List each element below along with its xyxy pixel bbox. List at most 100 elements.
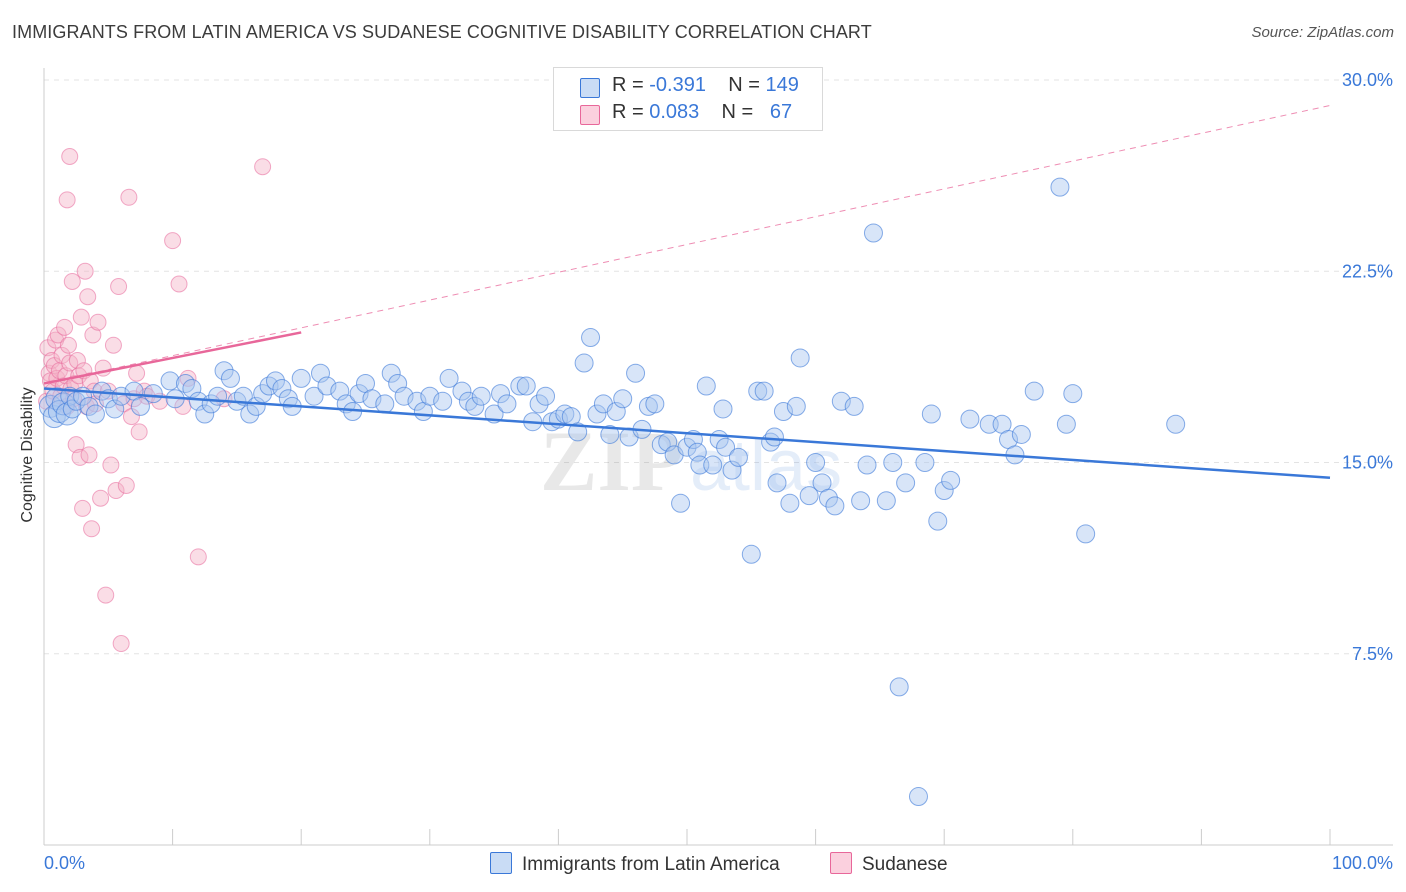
grid	[44, 79, 1393, 655]
sudanese-point	[97, 586, 115, 604]
sudanese-point	[170, 275, 188, 293]
legend-swatch-blue	[580, 78, 600, 98]
latin-america-point	[317, 376, 337, 396]
latin-america-point	[764, 427, 784, 447]
latin-america-point	[587, 404, 607, 424]
bottom-legend-sudanese: Sudanese	[830, 852, 948, 876]
latin-america-point	[696, 376, 716, 396]
latin-america-point	[491, 384, 511, 404]
latin-america-point	[728, 447, 748, 467]
sudanese-point	[117, 476, 135, 494]
latin-america-point	[1166, 414, 1186, 434]
sudanese-point	[67, 436, 85, 454]
source-label: Source: ZipAtlas.com	[1251, 24, 1394, 41]
latin-america-point	[310, 363, 330, 383]
sudanese-point	[107, 482, 125, 500]
latin-america-point	[1076, 524, 1096, 544]
latin-america-point	[420, 386, 440, 406]
tick-labels: 7.5% 15.0% 22.5% 30.0% 0.0% 100.0%	[44, 70, 1393, 873]
legend-n-label: N =	[728, 74, 766, 96]
legend-n-value-blue: 149	[765, 74, 799, 96]
latin-america-point	[233, 386, 253, 406]
sudanese-point	[81, 372, 99, 390]
latin-america-point	[458, 391, 478, 411]
sudanese-point	[112, 635, 130, 653]
latin-america-point	[79, 396, 99, 416]
sudanese-point	[104, 336, 122, 354]
latin-america-point	[208, 386, 228, 406]
latin-america-point	[111, 386, 131, 406]
sudanese-trend-line	[43, 331, 302, 385]
latin-america-point	[857, 455, 877, 475]
latin-america-point	[889, 677, 909, 697]
latin-america-point	[658, 432, 678, 452]
x-tick-label-min: 0.0%	[44, 853, 85, 873]
latin-america-point	[921, 404, 941, 424]
latin-america-point	[851, 491, 871, 511]
latin-america-point	[741, 544, 761, 564]
latin-america-point	[928, 511, 948, 531]
latin-america-point	[66, 391, 86, 411]
latin-america-point	[613, 389, 633, 409]
latin-america-point	[863, 223, 883, 243]
legend-row-sudanese: R = 0.083 N = 67	[554, 101, 822, 127]
sudanese-point	[56, 318, 74, 336]
legend-r-label: R =	[612, 101, 650, 123]
latin-america-point	[908, 787, 928, 807]
latin-america-point	[1011, 424, 1031, 444]
latin-america-point	[394, 386, 414, 406]
sudanese-point	[130, 423, 148, 441]
latin-america-point	[876, 491, 896, 511]
axes	[43, 68, 1393, 846]
latin-america-point	[626, 363, 646, 383]
y-tick-label: 7.5%	[1352, 644, 1393, 664]
latin-america-point	[407, 391, 427, 411]
latin-america-point	[510, 376, 530, 396]
latin-america-point	[687, 442, 707, 462]
latin-america-point	[304, 386, 324, 406]
chart-title: IMMIGRANTS FROM LATIN AMERICA VS SUDANES…	[12, 22, 872, 42]
latin-america-point	[1063, 384, 1083, 404]
latin-america-point	[703, 455, 723, 475]
sudanese-point	[76, 262, 94, 280]
latin-america-point	[265, 371, 285, 391]
latin-america-point	[160, 371, 180, 391]
sudanese-point	[83, 520, 101, 538]
latin-america-point	[581, 328, 601, 348]
latin-america-point	[645, 394, 665, 414]
latin-america-point	[1056, 414, 1076, 434]
latin-america-point	[220, 368, 240, 388]
sudanese-point	[74, 499, 92, 517]
sudanese-trend-extended	[43, 105, 1331, 384]
latin-america-point	[381, 363, 401, 383]
latin-america-point	[941, 470, 961, 490]
sudanese-point	[128, 364, 146, 382]
legend-r-label: R =	[612, 74, 650, 96]
latin-america-point	[748, 381, 768, 401]
latin-america-point	[934, 481, 954, 501]
latin-america-point	[195, 404, 215, 424]
sudanese-point	[63, 272, 81, 290]
latin-america-point	[606, 402, 626, 421]
legend-r-value-pink: 0.083	[649, 101, 700, 123]
latin-america-point	[330, 381, 350, 401]
correlation-legend: R = -0.391 N = 149 R = 0.083 N = 67	[553, 67, 823, 131]
latin-america-point	[844, 396, 864, 416]
latin-america-point	[754, 381, 774, 401]
latin-america-point	[536, 386, 556, 406]
latin-america-point	[465, 396, 485, 416]
legend-n-value-pink: 67	[769, 101, 793, 123]
latin-america-point	[471, 386, 491, 406]
latin-america-point	[799, 486, 819, 506]
latin-america-point	[143, 384, 163, 404]
sudanese-point	[89, 313, 107, 331]
latin-america-point	[375, 394, 395, 414]
bottom-legend-swatch-pink	[830, 852, 852, 874]
sudanese-point	[254, 158, 272, 176]
latin-america-point	[786, 396, 806, 416]
latin-america-point	[818, 488, 838, 508]
latin-america-point	[574, 353, 594, 373]
sudanese-point	[58, 191, 76, 209]
latin-america-point	[433, 391, 453, 411]
